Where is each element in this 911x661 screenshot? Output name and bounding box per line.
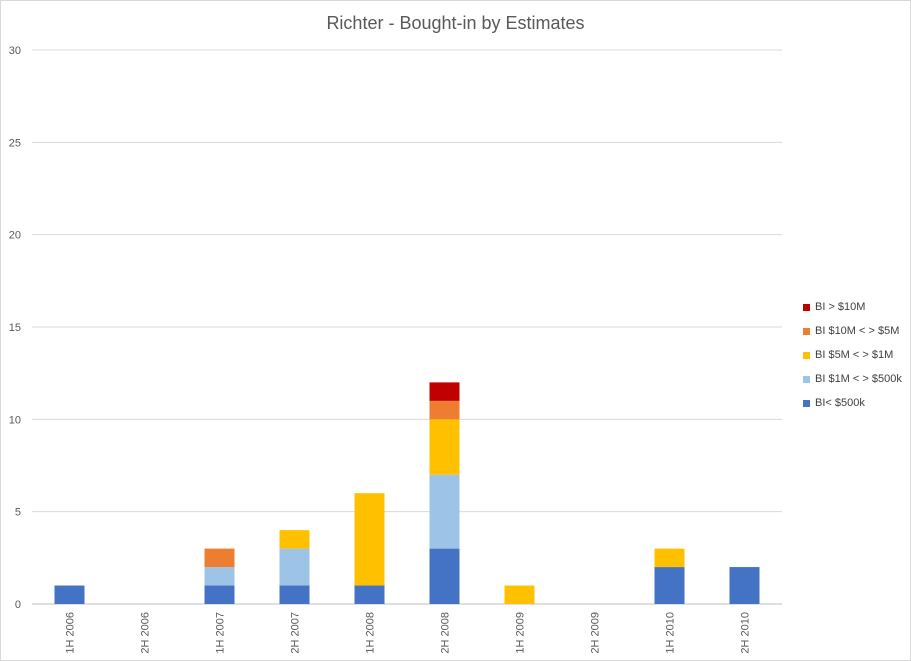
legend-item: BI $1M < > $500k <box>803 367 902 391</box>
x-tick-label: 2H 2009 <box>590 612 602 654</box>
bar-segment <box>54 585 85 604</box>
legend-item: BI< $500k <box>803 391 902 415</box>
bar-segment <box>204 585 235 604</box>
bar-segment <box>729 567 760 604</box>
legend-label: BI $10M < > $5M <box>815 325 900 337</box>
legend-label: BI $5M < > $1M <box>815 349 894 361</box>
y-tick-label: 25 <box>9 137 21 149</box>
x-tick-label: 1H 2009 <box>515 612 527 654</box>
legend-swatch <box>803 303 810 311</box>
x-tick-label: 1H 2008 <box>365 612 377 654</box>
legend-label: BI > $10M <box>815 301 866 313</box>
bar-segment <box>429 474 460 549</box>
y-tick-label: 15 <box>9 322 21 334</box>
bar-segment <box>429 548 460 604</box>
bar-segment <box>429 419 460 475</box>
bar-segment <box>354 493 385 586</box>
y-tick-label: 10 <box>9 414 21 426</box>
y-tick-label: 0 <box>15 599 21 611</box>
legend-label: BI $1M < > $500k <box>815 373 902 385</box>
x-tick-label: 2H 2007 <box>290 612 302 654</box>
legend-label: BI< $500k <box>815 397 865 409</box>
legend-item: BI > $10M <box>803 295 902 319</box>
legend-item: BI $10M < > $5M <box>803 319 902 343</box>
x-tick-label: 1H 2006 <box>65 612 77 654</box>
x-tick-label: 2H 2010 <box>740 612 752 654</box>
legend-swatch <box>803 375 810 383</box>
chart-title: Richter - Bought-in by Estimates <box>326 13 585 33</box>
bar-segment <box>504 585 535 604</box>
x-tick-label: 1H 2007 <box>215 612 227 654</box>
bar-segment <box>204 548 235 568</box>
bar-segment <box>279 530 310 549</box>
y-tick-label: 5 <box>15 507 21 519</box>
bar-segment <box>279 585 310 604</box>
y-tick-label: 30 <box>9 45 21 57</box>
bar-segment <box>354 585 385 604</box>
bar-segment <box>204 567 235 586</box>
bar-segment <box>279 548 310 586</box>
x-tick-label: 2H 2008 <box>440 612 452 654</box>
bar-segment <box>654 548 685 568</box>
legend-swatch <box>803 399 810 407</box>
bar-segment <box>429 382 460 401</box>
x-tick-label: 1H 2010 <box>665 612 677 654</box>
y-tick-label: 20 <box>9 230 21 242</box>
legend-swatch <box>803 351 810 359</box>
legend-item: BI $5M < > $1M <box>803 343 902 367</box>
bar-segment <box>654 567 685 604</box>
legend: BI > $10M BI $10M < > $5M BI $5M < > $1M BI… <box>803 295 902 415</box>
bar-segment <box>429 400 460 420</box>
legend-swatch <box>803 327 810 335</box>
x-tick-label: 2H 2006 <box>140 612 152 654</box>
